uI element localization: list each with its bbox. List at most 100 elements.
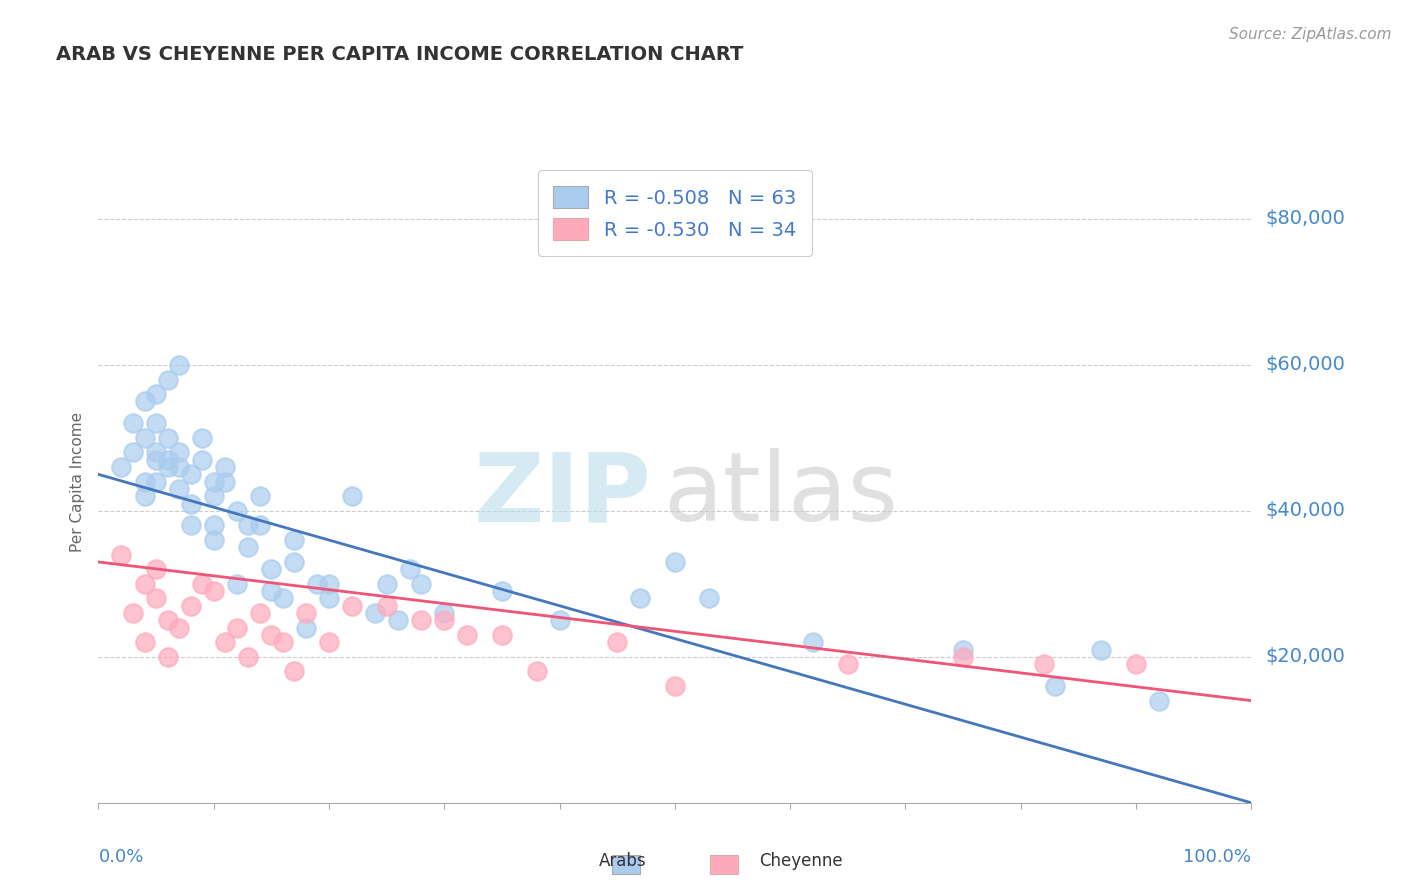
Text: Cheyenne: Cheyenne — [759, 852, 842, 870]
Point — [433, 606, 456, 620]
Point — [134, 577, 156, 591]
Point — [398, 562, 420, 576]
Text: Source: ZipAtlas.com: Source: ZipAtlas.com — [1229, 27, 1392, 42]
Text: ZIP: ZIP — [474, 448, 652, 541]
Point — [202, 533, 225, 547]
Point — [283, 533, 305, 547]
Point — [491, 628, 513, 642]
Point — [340, 489, 363, 503]
Point — [156, 649, 179, 664]
Point — [238, 649, 260, 664]
Point — [122, 417, 145, 431]
Point — [202, 475, 225, 489]
Point — [271, 591, 294, 606]
Point — [225, 621, 247, 635]
Point — [318, 577, 340, 591]
Point — [156, 372, 179, 386]
Point — [238, 518, 260, 533]
Point — [318, 635, 340, 649]
Point — [214, 475, 236, 489]
Point — [167, 358, 190, 372]
Point — [156, 613, 179, 627]
Point — [375, 577, 398, 591]
Text: 0.0%: 0.0% — [98, 847, 143, 866]
Text: $80,000: $80,000 — [1265, 210, 1346, 228]
Point — [167, 621, 190, 635]
Point — [249, 489, 271, 503]
Point — [606, 635, 628, 649]
Point — [145, 445, 167, 459]
Point — [225, 504, 247, 518]
Point — [238, 541, 260, 555]
Point — [318, 591, 340, 606]
Text: Arabs: Arabs — [599, 852, 647, 870]
Point — [191, 452, 214, 467]
Point — [952, 642, 974, 657]
Point — [145, 475, 167, 489]
Point — [202, 489, 225, 503]
Point — [387, 613, 409, 627]
Point — [110, 460, 132, 475]
Point — [191, 431, 214, 445]
Point — [180, 497, 202, 511]
Point — [375, 599, 398, 613]
Point — [307, 577, 329, 591]
Point — [249, 606, 271, 620]
Point — [225, 577, 247, 591]
Legend: R = -0.508   N = 63, R = -0.530   N = 34: R = -0.508 N = 63, R = -0.530 N = 34 — [538, 170, 811, 256]
Point — [180, 599, 202, 613]
Point — [145, 562, 167, 576]
Point — [628, 591, 651, 606]
Point — [134, 489, 156, 503]
Point — [664, 555, 686, 569]
Text: atlas: atlas — [664, 448, 898, 541]
Point — [260, 628, 283, 642]
Point — [156, 452, 179, 467]
Point — [283, 555, 305, 569]
Point — [837, 657, 859, 672]
Point — [156, 460, 179, 475]
Point — [145, 387, 167, 401]
Text: $40,000: $40,000 — [1265, 501, 1346, 520]
Point — [134, 475, 156, 489]
Text: $60,000: $60,000 — [1265, 355, 1346, 375]
Point — [180, 467, 202, 482]
Point — [411, 577, 433, 591]
Point — [1032, 657, 1054, 672]
Point — [664, 679, 686, 693]
Point — [456, 628, 478, 642]
Point — [952, 649, 974, 664]
Point — [134, 635, 156, 649]
Text: ARAB VS CHEYENNE PER CAPITA INCOME CORRELATION CHART: ARAB VS CHEYENNE PER CAPITA INCOME CORRE… — [56, 45, 744, 63]
Point — [167, 482, 190, 496]
Point — [260, 584, 283, 599]
Point — [134, 394, 156, 409]
Text: 100.0%: 100.0% — [1184, 847, 1251, 866]
Point — [156, 431, 179, 445]
Point — [271, 635, 294, 649]
Point — [122, 606, 145, 620]
Point — [699, 591, 721, 606]
Point — [260, 562, 283, 576]
Point — [202, 584, 225, 599]
Point — [180, 518, 202, 533]
Point — [295, 606, 318, 620]
Point — [411, 613, 433, 627]
Point — [801, 635, 824, 649]
Point — [1147, 693, 1170, 707]
Point — [1045, 679, 1067, 693]
Point — [295, 621, 318, 635]
Point — [145, 417, 167, 431]
Point — [134, 431, 156, 445]
Point — [340, 599, 363, 613]
Point — [145, 452, 167, 467]
Point — [110, 548, 132, 562]
Point — [122, 445, 145, 459]
Point — [214, 635, 236, 649]
Point — [202, 518, 225, 533]
Point — [167, 460, 190, 475]
Y-axis label: Per Capita Income: Per Capita Income — [70, 411, 86, 552]
Point — [1125, 657, 1147, 672]
Point — [249, 518, 271, 533]
Point — [1090, 642, 1112, 657]
